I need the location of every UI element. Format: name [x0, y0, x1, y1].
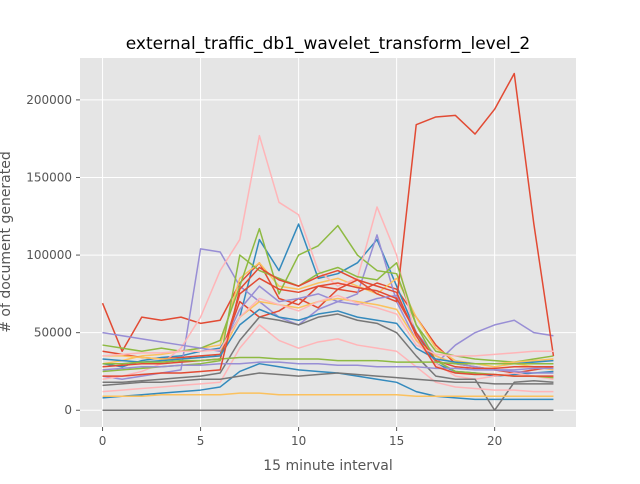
y-axis-label: # of document generated	[0, 151, 14, 333]
series-line	[102, 294, 554, 357]
series-line	[102, 234, 554, 380]
y-tick-label: 0	[64, 403, 72, 417]
y-axis-ticks: 0 50000 100000 150000 200000	[26, 93, 80, 417]
x-axis-ticks: 0 5 10 15 20	[99, 427, 502, 448]
y-tick-label: 100000	[26, 248, 72, 262]
series-line	[102, 372, 554, 387]
series-line	[102, 392, 554, 398]
x-tick-label: 5	[197, 434, 205, 448]
series-line	[102, 324, 554, 393]
x-tick-label: 15	[389, 434, 404, 448]
series-line	[102, 361, 554, 371]
series-line	[102, 134, 554, 380]
series-line	[102, 356, 554, 365]
x-tick-label: 10	[291, 434, 306, 448]
series-line	[102, 266, 554, 377]
y-tick-label: 50000	[34, 326, 72, 340]
series-line	[102, 362, 554, 401]
y-tick-label: 200000	[26, 93, 72, 107]
chart-title: external_traffic_db1_wavelet_transform_l…	[126, 34, 530, 54]
series-line	[102, 313, 554, 411]
series-layer	[101, 72, 555, 411]
x-tick-label: 20	[487, 434, 502, 448]
y-tick-label: 150000	[26, 170, 72, 184]
x-axis-label: 15 minute interval	[263, 458, 392, 474]
plot-area	[80, 58, 576, 427]
series-line	[102, 277, 554, 370]
x-tick-label: 0	[99, 434, 107, 448]
